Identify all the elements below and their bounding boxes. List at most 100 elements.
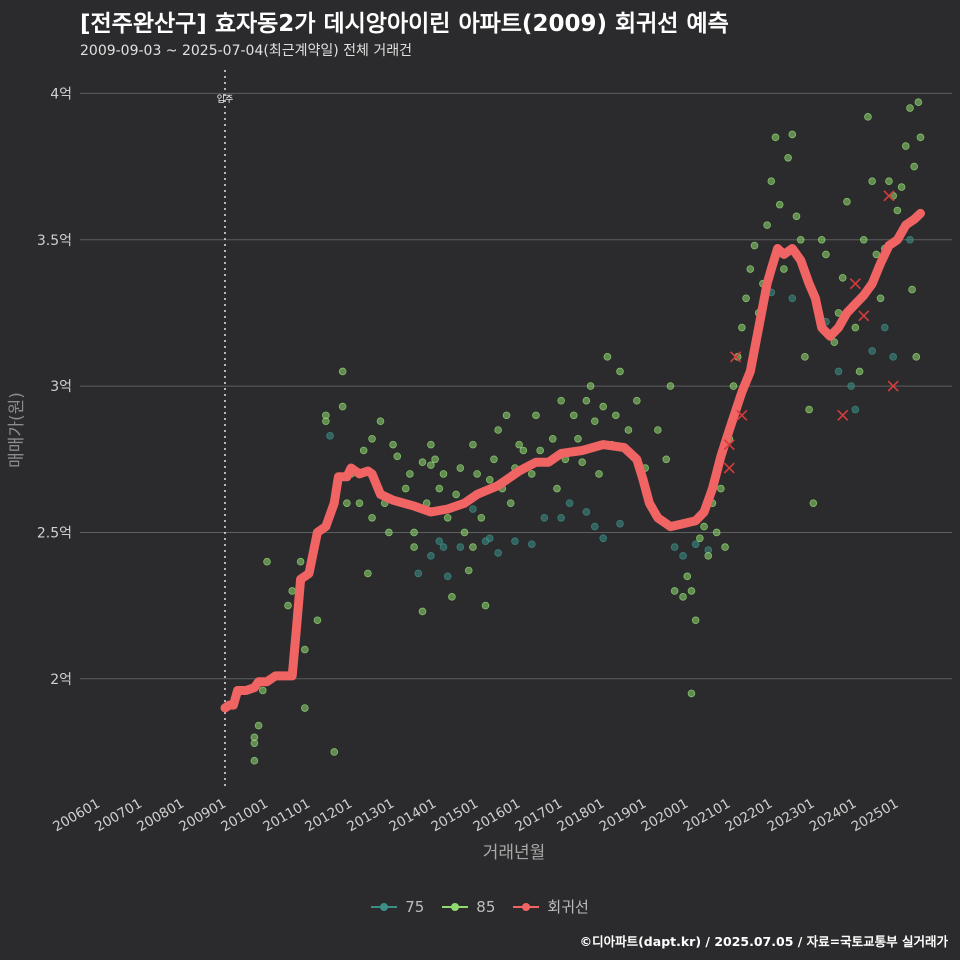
regression-layer xyxy=(220,208,925,713)
scatter-point-75 xyxy=(443,572,452,581)
scatter-point-85 xyxy=(666,382,675,390)
x-tick-label: 201001 xyxy=(218,796,271,836)
highlight-marker-stroke xyxy=(858,310,870,322)
chart-title: [전주완산구] 효자동2가 데시앙아이린 아파트(2009) 회귀선 예측 xyxy=(80,11,729,37)
scatter-point-75 xyxy=(834,367,843,376)
scatter-point-85 xyxy=(729,382,738,390)
x-tick-label: 201601 xyxy=(471,796,524,836)
scatter-point-85 xyxy=(687,587,696,595)
scatter-point-85 xyxy=(494,426,502,434)
scatter-point-85 xyxy=(250,733,259,742)
scatter-point-85 xyxy=(670,587,679,595)
scatter-point-85 xyxy=(473,470,481,478)
scatter-point-85 xyxy=(742,294,750,303)
scatter-point-85 xyxy=(843,197,851,206)
scatter-point-85 xyxy=(284,601,292,610)
scatter-point-85 xyxy=(906,104,914,112)
highlight-marker xyxy=(849,278,861,290)
y-tick-label: 4억 xyxy=(50,86,72,102)
scatter-point-85 xyxy=(691,616,700,625)
scatter-point-85 xyxy=(313,616,322,625)
x-tick-label: 201501 xyxy=(428,796,481,836)
x-tick-label: 200801 xyxy=(134,796,187,836)
legend-key-75 xyxy=(371,900,398,914)
legend-item-75: 75 xyxy=(371,896,424,917)
scatter-point-85 xyxy=(851,323,860,332)
highlight-marker xyxy=(837,409,849,421)
scatter-point-85 xyxy=(679,593,687,601)
scatter-point-85 xyxy=(859,235,868,244)
scatter-point-85 xyxy=(460,528,469,537)
scatter-point-85 xyxy=(700,522,708,531)
scatter-point-85 xyxy=(254,721,263,730)
highlight-marker-stroke xyxy=(887,380,899,392)
scatter-point-85 xyxy=(502,411,511,420)
scatter-point-85 xyxy=(916,133,925,142)
x-tick-label: 202101 xyxy=(681,796,734,836)
scatter-point-85 xyxy=(912,353,921,361)
scatter-point-85 xyxy=(763,221,771,229)
scatter-point-85 xyxy=(603,353,612,361)
scatter-point-85 xyxy=(809,499,818,507)
scatter-point-85 xyxy=(767,177,776,186)
scatter-point-85 xyxy=(616,367,624,376)
scatter-point-85 xyxy=(389,440,397,449)
scatter-point-85 xyxy=(410,543,418,551)
highlight-marker xyxy=(887,380,899,392)
scatter-point-85 xyxy=(431,455,439,464)
scatter-point-85 xyxy=(427,440,435,449)
scatter-point-85 xyxy=(721,543,729,551)
scatter-point-85 xyxy=(586,382,595,390)
scatter-point-75 xyxy=(326,432,334,440)
legend-key-regression xyxy=(513,900,540,914)
scatter-point-75 xyxy=(851,405,860,414)
y-tick-labels: 2억 2.5억 3억 3.5억 4억 xyxy=(37,86,72,687)
scatter-point-75 xyxy=(670,543,679,551)
scatter-point-85 xyxy=(406,470,414,478)
scatter-point-75 xyxy=(880,323,889,332)
x-axis-label: 거래년월 xyxy=(483,843,546,863)
scatter-point-85 xyxy=(750,241,759,250)
scatter-point-85 xyxy=(876,294,885,303)
scatter-point-85 xyxy=(359,446,368,455)
y-tick-label: 3억 xyxy=(50,379,72,395)
scatter-point-85 xyxy=(338,402,347,411)
scatter-point-75 xyxy=(906,235,914,244)
scatter-point-85 xyxy=(704,552,713,560)
y-tick-label: 2억 xyxy=(50,672,72,688)
scatter-point-85 xyxy=(330,748,339,756)
highlight-marker-stroke xyxy=(730,351,742,363)
highlight-marker-stroke xyxy=(849,278,861,290)
scatter-point-85 xyxy=(897,183,906,191)
x-tick-label: 201701 xyxy=(513,796,566,836)
scatter-point-85 xyxy=(574,434,582,443)
scatter-point-85 xyxy=(355,499,364,507)
scatter-point-85 xyxy=(519,446,528,455)
scatter-point-85 xyxy=(527,470,536,478)
x-tick-label: 202001 xyxy=(639,796,692,836)
scatter-point-85 xyxy=(418,458,427,466)
scatter-point-75 xyxy=(599,534,607,543)
scatter-point-85 xyxy=(427,461,435,469)
scatter-point-85 xyxy=(368,434,376,443)
highlight-marker xyxy=(730,351,742,363)
scatter-point-85 xyxy=(557,396,565,405)
scatter-point-85 xyxy=(792,212,801,221)
scatter-point-85 xyxy=(662,455,671,464)
scatter-point-85 xyxy=(490,455,498,464)
scatter-point-85 xyxy=(683,572,692,581)
y-tick-label: 3.5억 xyxy=(37,233,72,249)
regression-line xyxy=(220,208,925,713)
scatter-point-85 xyxy=(654,426,662,434)
scatter-point-85 xyxy=(872,250,881,259)
x-tick-label: 201101 xyxy=(260,796,313,836)
scatter-point-85 xyxy=(288,587,297,595)
legend-item-85: 85 xyxy=(442,896,495,917)
legend-label-75: 75 xyxy=(405,897,425,916)
legend: 75 85 회귀선 xyxy=(0,896,960,917)
scatter-point-85 xyxy=(410,528,418,537)
scatter-point-85 xyxy=(485,475,494,484)
scatter-point-85 xyxy=(914,98,923,106)
scatter-point-85 xyxy=(469,440,477,449)
